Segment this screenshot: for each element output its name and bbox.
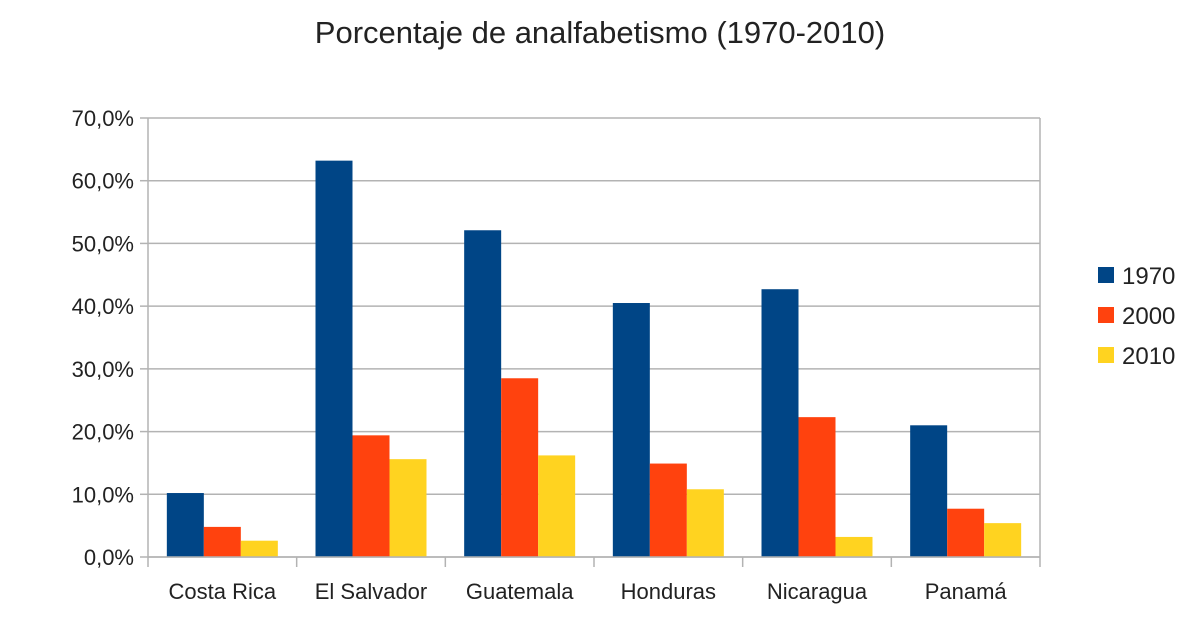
y-tick-label: 0,0%	[84, 545, 134, 570]
bar	[501, 378, 539, 557]
legend: 1970 2000 2010	[1098, 263, 1175, 370]
x-tick-label: El Salvador	[315, 579, 428, 604]
y-tick-label: 60,0%	[72, 169, 134, 194]
bar	[240, 540, 278, 557]
legend-swatch	[1098, 307, 1114, 323]
x-tick-label: Costa Rica	[169, 579, 277, 604]
x-tick-label: Panamá	[925, 579, 1008, 604]
y-tick-label: 20,0%	[72, 420, 134, 445]
legend-label: 2010	[1122, 343, 1175, 370]
legend-swatch	[1098, 267, 1114, 283]
bar	[910, 425, 948, 557]
axes	[140, 117, 1041, 567]
bar	[686, 489, 724, 557]
y-tick-label: 40,0%	[72, 294, 134, 319]
chart-title: Porcentaje de analfabetismo (1970-2010)	[315, 15, 885, 50]
bar	[389, 459, 427, 557]
bar	[984, 523, 1022, 557]
bar	[649, 463, 687, 557]
y-tick-label: 10,0%	[72, 482, 134, 507]
grid-lines	[148, 117, 1040, 558]
legend-label: 2000	[1122, 303, 1175, 330]
bar	[352, 435, 390, 557]
x-tick-label: Honduras	[621, 579, 716, 604]
legend-swatch	[1098, 347, 1114, 363]
bar	[835, 536, 873, 557]
y-tick-label: 70,0%	[72, 106, 134, 131]
bar	[612, 303, 650, 557]
bar	[761, 289, 799, 557]
bar	[203, 526, 241, 557]
legend-label: 1970	[1122, 263, 1175, 290]
bar	[798, 417, 836, 557]
bar	[538, 455, 576, 557]
y-tick-label: 50,0%	[72, 231, 134, 256]
bar	[947, 508, 985, 557]
y-tick-label: 30,0%	[72, 357, 134, 382]
y-axis-ticks: 0,0% 10,0% 20,0% 30,0% 40,0% 50,0% 60,0% 70,0%	[72, 106, 134, 570]
bars	[166, 160, 1022, 557]
x-tick-label: Guatemala	[466, 579, 574, 604]
x-axis-ticks: Costa Rica El Salvador Guatemala Honduras Ni…	[169, 579, 1008, 604]
x-tick-label: Nicaragua	[767, 579, 868, 604]
bar	[464, 230, 502, 557]
bar	[166, 493, 204, 557]
bar	[315, 160, 353, 557]
